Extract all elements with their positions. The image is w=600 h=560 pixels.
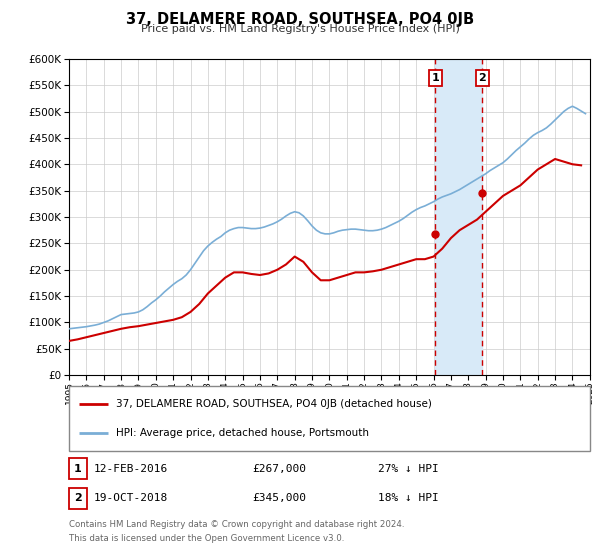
Text: 27% ↓ HPI: 27% ↓ HPI: [378, 464, 439, 474]
Text: This data is licensed under the Open Government Licence v3.0.: This data is licensed under the Open Gov…: [69, 534, 344, 543]
Text: 2: 2: [74, 493, 82, 503]
Text: 37, DELAMERE ROAD, SOUTHSEA, PO4 0JB (detached house): 37, DELAMERE ROAD, SOUTHSEA, PO4 0JB (de…: [116, 399, 432, 409]
Text: 2: 2: [478, 73, 486, 83]
Bar: [436, 59, 482, 375]
Text: 1: 1: [74, 464, 82, 474]
Text: 18% ↓ HPI: 18% ↓ HPI: [378, 493, 439, 503]
Text: £267,000: £267,000: [252, 464, 306, 474]
Text: 19-OCT-2018: 19-OCT-2018: [94, 493, 169, 503]
Text: 1: 1: [431, 73, 439, 83]
Text: 12-FEB-2016: 12-FEB-2016: [94, 464, 169, 474]
Text: Price paid vs. HM Land Registry's House Price Index (HPI): Price paid vs. HM Land Registry's House …: [140, 24, 460, 34]
Text: HPI: Average price, detached house, Portsmouth: HPI: Average price, detached house, Port…: [116, 428, 369, 438]
Text: £345,000: £345,000: [252, 493, 306, 503]
FancyBboxPatch shape: [69, 386, 590, 451]
Text: 37, DELAMERE ROAD, SOUTHSEA, PO4 0JB: 37, DELAMERE ROAD, SOUTHSEA, PO4 0JB: [126, 12, 474, 27]
Text: Contains HM Land Registry data © Crown copyright and database right 2024.: Contains HM Land Registry data © Crown c…: [69, 520, 404, 529]
